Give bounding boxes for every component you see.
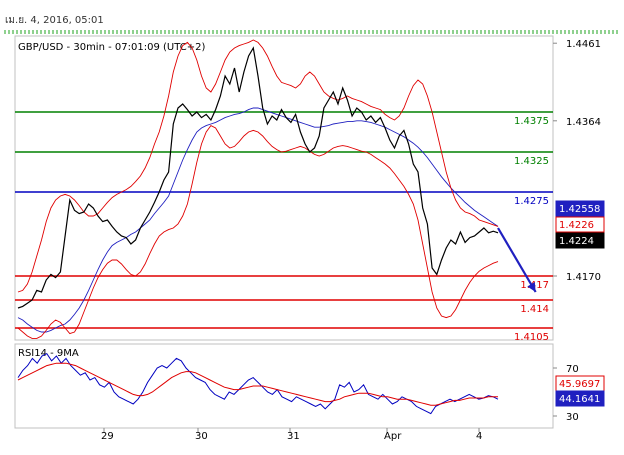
time-tick-label-0: 29 xyxy=(101,431,114,442)
level-label-5: 1.4105 xyxy=(514,332,549,343)
rsi-ma-line xyxy=(17,362,498,406)
price-y-axis: 1.4461 1.4364 1.4170 xyxy=(553,39,601,283)
time-axis: 29 30 31 Apr 4 xyxy=(101,428,482,442)
price-tag-box-0 xyxy=(555,200,605,217)
price-tick-label-1: 1.4364 xyxy=(566,117,601,128)
price-series xyxy=(17,39,537,339)
chart-background xyxy=(0,34,624,455)
rsi-tag-box-1 xyxy=(555,390,605,407)
time-tick-label-2: 31 xyxy=(287,431,300,442)
price-tag-label-1: 1.4226 xyxy=(559,220,594,231)
rsi-line xyxy=(17,352,499,415)
price-line xyxy=(17,46,499,309)
price-tag-label-0: 1.42558 xyxy=(559,204,600,215)
rsi-tick-label-1: 30 xyxy=(566,412,579,423)
rsi-tag-label-0: 45.9697 xyxy=(559,379,600,390)
top-bar: เม.ย. 4, 2016, 05:01 xyxy=(0,0,624,34)
rsi-panel: RSI14 - 9MA 70 30 45.9697 44.1641 xyxy=(14,343,605,429)
price-tag-box-2 xyxy=(555,232,605,249)
forecast-arrow-head xyxy=(527,282,536,292)
bollinger-upper-line xyxy=(17,39,499,293)
price-tag-label-2: 1.4224 xyxy=(559,236,594,247)
forecast-arrow-shaft xyxy=(497,227,537,293)
forex-chart[interactable]: GBP/USD - 30min - 07:01:09 (UTC+2) 1.437… xyxy=(0,34,624,455)
time-tick-label-3: Apr xyxy=(384,431,402,442)
level-label-2: 1.4275 xyxy=(514,196,549,207)
price-chart-title: GBP/USD - 30min - 07:01:09 (UTC+2) xyxy=(18,42,205,53)
rsi-tick-label-0: 70 xyxy=(566,364,579,375)
time-tick-label-4: 4 xyxy=(476,431,482,442)
price-tick-label-0: 1.4461 xyxy=(566,39,601,50)
rsi-panel-frame xyxy=(14,343,554,429)
level-label-1: 1.4325 xyxy=(514,156,549,167)
level-label-0: 1.4375 xyxy=(514,116,549,127)
rsi-tags: 45.9697 44.1641 xyxy=(555,375,605,407)
time-tick-label-1: 30 xyxy=(195,431,208,442)
rsi-y-axis: 70 30 xyxy=(553,364,579,423)
rsi-series xyxy=(17,352,499,415)
bollinger-lower-line xyxy=(17,125,499,339)
price-panel: GBP/USD - 30min - 07:01:09 (UTC+2) 1.437… xyxy=(14,35,605,343)
rsi-tag-label-1: 44.1641 xyxy=(559,394,600,405)
price-tags: 1.42558 1.4226 1.4224 xyxy=(555,200,605,249)
date-time: เม.ย. 4, 2016, 05:01 xyxy=(5,15,104,26)
price-tick-label-2: 1.4170 xyxy=(566,272,601,283)
moving-average-line xyxy=(17,107,499,333)
toolbar-grip[interactable] xyxy=(4,30,620,34)
rsi-title: RSI14 - 9MA xyxy=(18,348,79,359)
price-panel-frame xyxy=(14,35,554,341)
price-tag-box-1 xyxy=(555,216,605,233)
level-label-4: 1.414 xyxy=(520,304,549,315)
